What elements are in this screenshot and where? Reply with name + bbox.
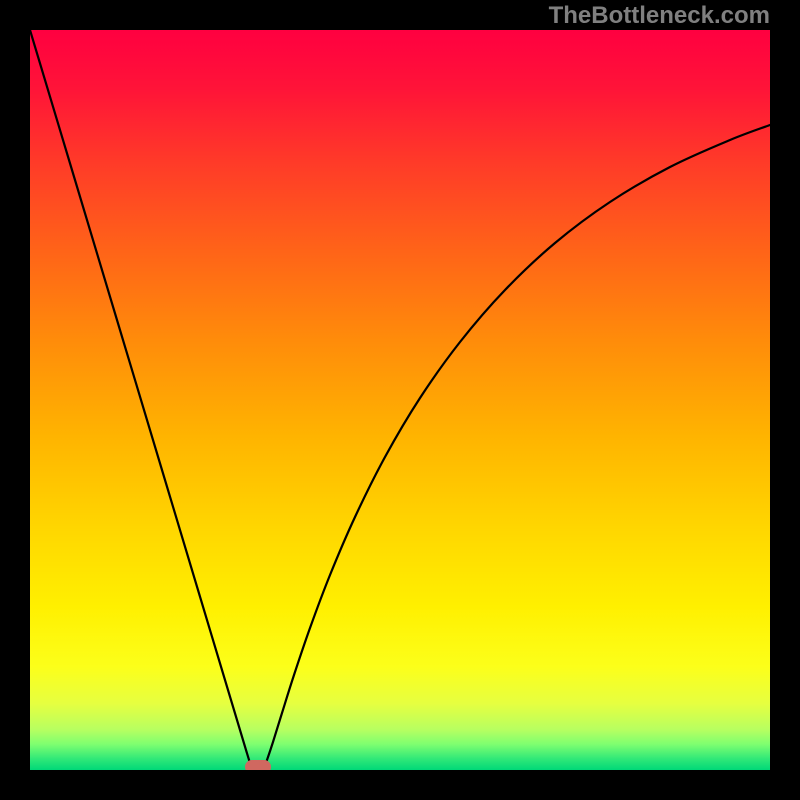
curve-right-branch (264, 125, 770, 768)
frame-border (770, 0, 800, 800)
optimal-point-marker (245, 760, 271, 770)
frame-border (0, 770, 800, 800)
plot-area (30, 30, 770, 770)
bottleneck-curve (30, 30, 770, 770)
curve-left-branch (30, 30, 252, 768)
frame-border (0, 0, 30, 800)
watermark-text: TheBottleneck.com (549, 2, 770, 30)
